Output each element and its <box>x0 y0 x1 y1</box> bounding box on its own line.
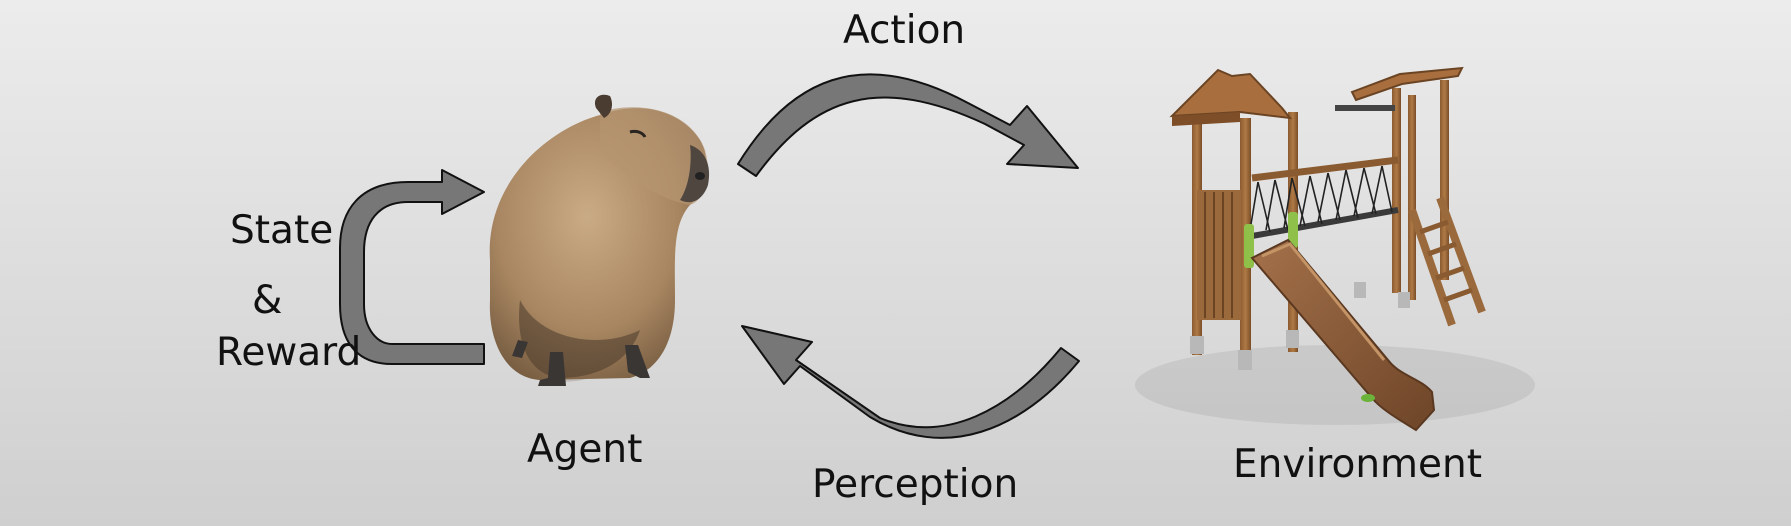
capybara-agent-image <box>489 94 710 386</box>
perception-label: Perception <box>812 462 1019 507</box>
reward-label: Reward <box>216 330 362 375</box>
environment-label: Environment <box>1233 442 1483 487</box>
state-label: State <box>230 208 334 253</box>
ampersand-label: & <box>252 278 283 323</box>
action-arrow <box>737 73 1079 177</box>
action-label: Action <box>843 8 966 53</box>
agent-label: Agent <box>527 427 643 472</box>
state-reward-loop-arrow <box>339 169 485 365</box>
playground-environment-image <box>1135 66 1535 432</box>
perception-arrow <box>741 325 1080 439</box>
